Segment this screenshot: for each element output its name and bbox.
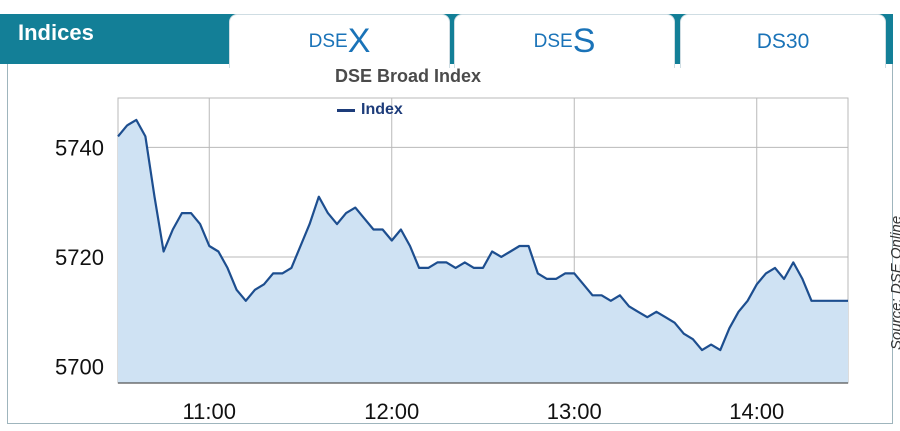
x-tick-label: 14:00: [729, 399, 784, 424]
tab-dses[interactable]: DSE S: [454, 14, 675, 68]
x-tick-label: 13:00: [547, 399, 602, 424]
y-tick-label: 5700: [55, 355, 104, 380]
tab-dsex-prefix: DSE: [308, 30, 348, 52]
tab-dsex-letter: X: [347, 22, 371, 60]
y-tick-label: 5720: [55, 245, 104, 270]
tab-ds30-label: DS30: [756, 29, 810, 53]
header-title: Indices: [18, 20, 94, 45]
tab-dsex[interactable]: DSE X: [229, 14, 450, 68]
series-index-line: [117, 118, 848, 352]
tab-dses-prefix: DSE: [533, 30, 573, 52]
series-index-area: [118, 119, 848, 384]
source-note: Source: DSE Online: [888, 215, 900, 350]
legend-label-index: Index: [361, 101, 403, 118]
tab-ds30[interactable]: DS30: [680, 14, 886, 68]
chart-legend: Index: [337, 101, 403, 119]
x-tick-label: 12:00: [364, 399, 419, 424]
tab-dses-letter: S: [572, 22, 596, 60]
chart-title: DSE Broad Index: [335, 66, 482, 86]
legend-swatch-index: [337, 108, 355, 112]
chart-panel: [7, 64, 893, 424]
y-tick-label: 5740: [55, 135, 104, 160]
x-tick-label: 11:00: [183, 399, 236, 424]
